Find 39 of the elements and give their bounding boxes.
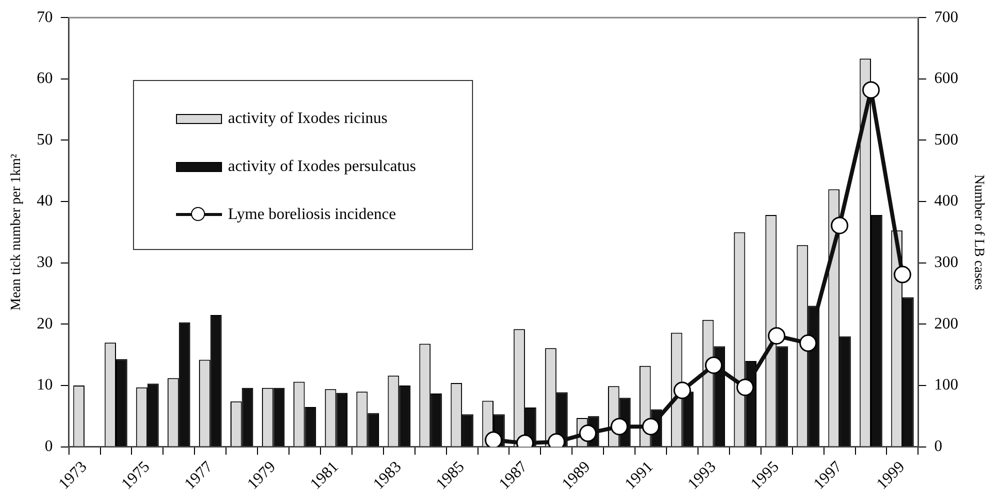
y-tick-label: 30 xyxy=(36,254,53,272)
x-tick-label: 1993 xyxy=(684,458,720,494)
x-tick-label: 1979 xyxy=(244,458,280,494)
legend-label: activity of Ixodes ricinus xyxy=(228,110,388,128)
y2-tick-label: 600 xyxy=(934,70,958,88)
point xyxy=(674,382,692,400)
y-tick-label: 0 xyxy=(44,438,53,455)
point xyxy=(862,81,880,99)
point xyxy=(736,378,754,396)
point xyxy=(610,418,628,436)
y-tick-label: 50 xyxy=(36,131,53,148)
point xyxy=(642,418,660,436)
y2-tick-label: 300 xyxy=(934,254,958,272)
y2-tick-label: 0 xyxy=(934,438,942,455)
point xyxy=(830,216,848,234)
y-tick-label: 40 xyxy=(36,192,53,210)
y-tick-label: 70 xyxy=(36,8,53,26)
point xyxy=(894,266,912,284)
y2-tick-label: 400 xyxy=(934,192,958,210)
x-tick-label: 1991 xyxy=(622,458,657,494)
x-tick-label: 1989 xyxy=(559,458,594,494)
point xyxy=(704,356,722,374)
point xyxy=(579,424,597,442)
y2-tick-label: 200 xyxy=(934,315,958,332)
y-tick-label: 10 xyxy=(36,376,53,394)
point xyxy=(484,431,502,447)
x-tick-label: 1999 xyxy=(874,458,908,494)
legend-label: Lyme boreliosis incidence xyxy=(228,206,396,224)
point xyxy=(799,334,817,352)
y2-tick-label: 100 xyxy=(934,376,958,394)
y2-tick-label: 700 xyxy=(934,8,958,26)
legend-label: activity of Ixodes persulcatus xyxy=(228,158,416,176)
y-axis-title: Mean tick number per 1km² xyxy=(9,154,24,311)
y-tick-label: 60 xyxy=(36,70,53,88)
y2-tick-label: 500 xyxy=(934,131,958,148)
point xyxy=(768,327,786,345)
x-tick-label: 1981 xyxy=(307,458,342,494)
y2-axis-title: Number of LB cases xyxy=(970,174,986,290)
y-tick-label: 20 xyxy=(36,315,53,332)
